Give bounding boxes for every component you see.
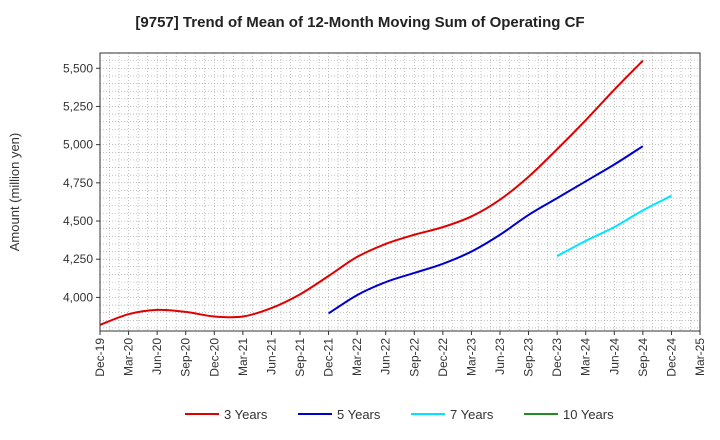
x-tick-label: Mar-25	[693, 338, 707, 376]
grid-lines	[100, 53, 700, 331]
x-tick-label: Sep-24	[636, 338, 650, 377]
y-tick-label: 4,500	[63, 214, 93, 228]
x-tick-label: Jun-22	[379, 338, 393, 375]
x-tick-label: Sep-22	[407, 338, 421, 377]
y-tick-label: 5,000	[63, 138, 93, 152]
x-tick-label: Dec-20	[207, 338, 221, 377]
series-line-3-years	[99, 59, 644, 326]
plot-area	[100, 53, 700, 331]
x-tick-label: Dec-21	[322, 338, 336, 377]
legend-label: 7 Years	[450, 407, 494, 422]
y-tick-label: 5,500	[63, 61, 93, 75]
series-line-5-years	[328, 145, 644, 315]
y-tick-label: 5,250	[63, 99, 93, 113]
y-axis-title: Amount (million yen)	[7, 133, 22, 252]
x-tick-label: Mar-23	[464, 338, 478, 376]
x-tick-label: Dec-22	[436, 338, 450, 377]
legend-label: 3 Years	[224, 407, 268, 422]
y-tick-label: 4,250	[63, 252, 93, 266]
x-tick-label: Dec-24	[664, 338, 678, 377]
x-tick-label: Mar-24	[579, 338, 593, 376]
x-tick-label: Mar-20	[122, 338, 136, 376]
x-axis: Dec-19 Mar-20 Jun-20 Sep-20 Dec-20 Mar-21 Jun-…	[93, 331, 707, 377]
x-tick-label: Sep-23	[522, 338, 536, 377]
x-tick-label: Dec-19	[93, 338, 107, 377]
y-tick-label: 4,750	[63, 176, 93, 190]
x-tick-label: Jun-23	[493, 338, 507, 375]
legend: 3 Years 5 Years 7 Years 10 Years	[185, 407, 614, 422]
x-tick-label: Mar-21	[236, 338, 250, 376]
x-tick-label: Sep-21	[293, 338, 307, 377]
plot-border	[99, 52, 701, 332]
y-axis: 4,000 4,250 4,500 4,750 5,000 5,250 5,500	[63, 61, 100, 304]
x-tick-label: Jun-21	[264, 338, 278, 375]
chart-title: [9757] Trend of Mean of 12-Month Moving …	[135, 14, 585, 31]
x-tick-label: Mar-22	[350, 338, 364, 376]
x-tick-label: Sep-20	[179, 338, 193, 377]
series-line-7-years	[556, 194, 672, 258]
x-tick-label: Jun-24	[607, 338, 621, 375]
x-tick-label: Jun-20	[150, 338, 164, 375]
y-tick-label: 4,000	[63, 290, 93, 304]
legend-label: 5 Years	[337, 407, 381, 422]
series-lines	[99, 59, 672, 326]
legend-label: 10 Years	[563, 407, 614, 422]
x-tick-label: Dec-23	[550, 338, 564, 377]
